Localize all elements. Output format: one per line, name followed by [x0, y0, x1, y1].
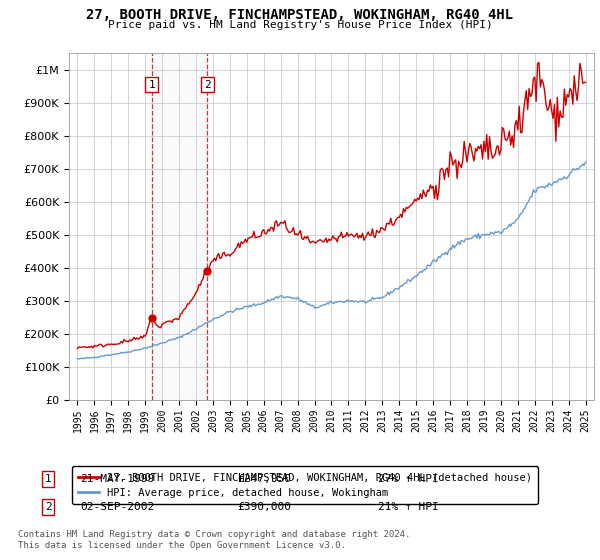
- Legend: 27, BOOTH DRIVE, FINCHAMPSTEAD, WOKINGHAM, RG40 4HL (detached house), HPI: Avera: 27, BOOTH DRIVE, FINCHAMPSTEAD, WOKINGHA…: [71, 466, 538, 504]
- Text: £247,950: £247,950: [237, 474, 291, 484]
- Text: £390,000: £390,000: [237, 502, 291, 512]
- Text: 1: 1: [148, 80, 155, 90]
- Text: This data is licensed under the Open Government Licence v3.0.: This data is licensed under the Open Gov…: [18, 541, 346, 550]
- Text: 21% ↑ HPI: 21% ↑ HPI: [377, 502, 439, 512]
- Bar: [152, 53, 208, 400]
- Text: Contains HM Land Registry data © Crown copyright and database right 2024.: Contains HM Land Registry data © Crown c…: [18, 530, 410, 539]
- Text: 2: 2: [204, 80, 211, 90]
- Text: 1: 1: [44, 474, 52, 484]
- Text: Price paid vs. HM Land Registry's House Price Index (HPI): Price paid vs. HM Land Registry's House …: [107, 20, 493, 30]
- Text: 2: 2: [44, 502, 52, 512]
- Text: 27, BOOTH DRIVE, FINCHAMPSTEAD, WOKINGHAM, RG40 4HL: 27, BOOTH DRIVE, FINCHAMPSTEAD, WOKINGHA…: [86, 8, 514, 22]
- Text: 02-SEP-2002: 02-SEP-2002: [80, 502, 154, 512]
- Text: 21-MAY-1999: 21-MAY-1999: [80, 474, 154, 484]
- Text: 27% ↑ HPI: 27% ↑ HPI: [377, 474, 439, 484]
